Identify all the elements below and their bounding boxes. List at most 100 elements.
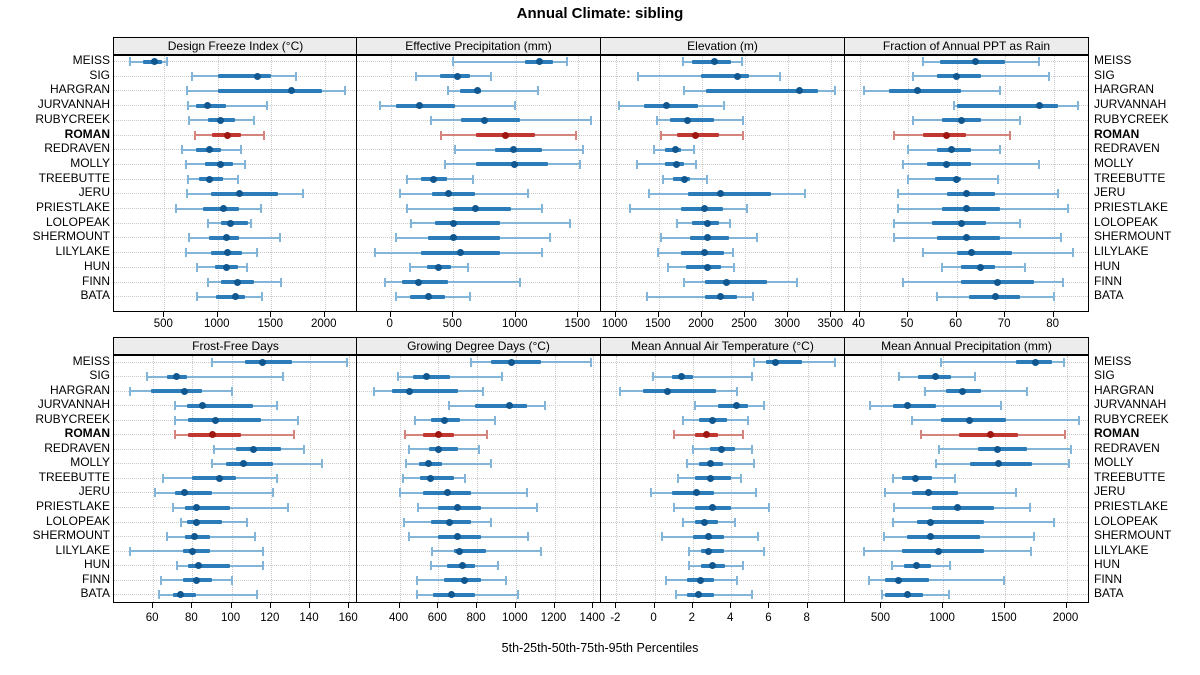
- median-dot: [962, 205, 970, 212]
- median-dot: [505, 402, 513, 410]
- median-dot: [434, 445, 442, 453]
- axis-tick: [514, 603, 516, 608]
- whisker-cap: [265, 101, 268, 111]
- axis-tick-label: 1000: [203, 318, 230, 330]
- whisker-cap: [489, 517, 492, 527]
- median-dot: [203, 102, 211, 110]
- median-dot: [911, 474, 919, 482]
- whisker-cap: [1038, 57, 1041, 66]
- grid-line-v: [956, 56, 958, 311]
- whisker-cap: [747, 415, 750, 425]
- whisker-cap: [294, 71, 297, 81]
- iqr-band: [475, 403, 528, 408]
- grid-line-v: [654, 356, 656, 602]
- panel-mean-annual-air-temperature-c: [600, 355, 845, 603]
- site-label-left-hargran: HARGRAN: [49, 82, 110, 97]
- median-dot: [995, 460, 1003, 468]
- iqr-band: [215, 294, 245, 299]
- whisker-line: [397, 375, 503, 378]
- whisker-cap: [892, 473, 895, 483]
- iqr-band: [717, 403, 749, 408]
- whisker-cap: [682, 415, 685, 425]
- whisker-cap: [574, 130, 577, 140]
- whisker-cap: [892, 233, 895, 243]
- iqr-band: [428, 235, 500, 240]
- whisker-cap: [416, 575, 419, 585]
- site-label-right-rubycreek: RUBYCREEK: [1094, 411, 1169, 426]
- iqr-band: [670, 118, 714, 123]
- axis-tick: [269, 603, 271, 608]
- whisker-cap: [1033, 532, 1036, 542]
- axis-tick-label: 140: [299, 612, 319, 624]
- whisker-cap: [207, 277, 210, 287]
- iqr-band: [196, 103, 227, 108]
- whisker-cap: [1076, 101, 1079, 111]
- whisker-cap: [516, 590, 519, 600]
- whisker-cap: [128, 386, 131, 396]
- whisker-cap: [954, 473, 957, 483]
- axis-tick: [230, 603, 232, 608]
- whisker-cap: [129, 57, 132, 66]
- whisker-cap: [543, 401, 546, 411]
- whisker-cap: [489, 71, 492, 81]
- axis-tick-label: 0: [650, 612, 657, 624]
- whisker-cap: [589, 115, 592, 125]
- whisker-cap: [722, 101, 725, 111]
- axis-tick-label: 3000: [774, 318, 800, 330]
- axis-tick: [1004, 312, 1006, 317]
- grid-line-h: [845, 565, 1088, 567]
- whisker-cap: [833, 357, 836, 367]
- axis-tick-label: 500: [442, 318, 462, 330]
- iqr-band: [245, 360, 293, 364]
- grid-line-v: [310, 356, 311, 602]
- site-label-right-lolopeak: LOLOPEAK: [1094, 214, 1159, 229]
- whisker-cap: [173, 401, 176, 411]
- whisker-cap: [902, 277, 905, 287]
- whisker-cap: [892, 503, 895, 512]
- median-dot: [993, 445, 1001, 453]
- whisker-cap: [160, 575, 163, 585]
- iqr-band: [391, 389, 458, 394]
- iqr-band: [912, 490, 958, 495]
- whisker-cap: [742, 130, 745, 140]
- axis-tick-label: 3500: [817, 318, 844, 330]
- whisker-cap: [1072, 248, 1075, 258]
- axis-tick: [615, 603, 617, 608]
- axis-tick: [614, 312, 616, 317]
- median-dot: [903, 591, 911, 599]
- grid-line-v: [164, 56, 166, 311]
- grid-line-v: [390, 56, 392, 311]
- whisker-cap: [430, 546, 433, 556]
- whisker-line: [187, 104, 267, 107]
- whisker-cap: [756, 532, 759, 542]
- median-dot: [405, 387, 413, 395]
- grid-line-v: [1053, 56, 1055, 311]
- median-dot: [481, 116, 488, 124]
- whisker-line: [940, 361, 1065, 363]
- iqr-band: [902, 549, 984, 554]
- median-dot: [962, 190, 970, 198]
- axis-tick: [452, 312, 454, 317]
- median-dot: [663, 102, 671, 110]
- whisker-cap: [173, 415, 176, 425]
- median-dot: [454, 533, 462, 541]
- iqr-band: [188, 418, 261, 423]
- axis-tick-label: 2000: [310, 318, 337, 330]
- median-dot: [429, 175, 437, 183]
- median-dot: [217, 160, 225, 168]
- whisker-line: [453, 60, 567, 63]
- whisker-cap: [212, 444, 215, 454]
- grid-line-h: [601, 149, 844, 151]
- site-label-right-priestlake: PRIESTLAKE: [1094, 200, 1169, 214]
- whisker-cap: [745, 204, 748, 213]
- whisker-cap: [693, 145, 696, 155]
- whisker-cap: [590, 357, 593, 367]
- grid-line-v: [324, 56, 326, 311]
- grid-line-v: [615, 56, 617, 311]
- grid-line-h: [357, 178, 600, 180]
- whisker-cap: [653, 145, 656, 155]
- whisker-cap: [526, 488, 529, 498]
- iqr-band: [217, 88, 322, 93]
- axis-tick: [309, 603, 310, 608]
- median-dot: [416, 102, 423, 110]
